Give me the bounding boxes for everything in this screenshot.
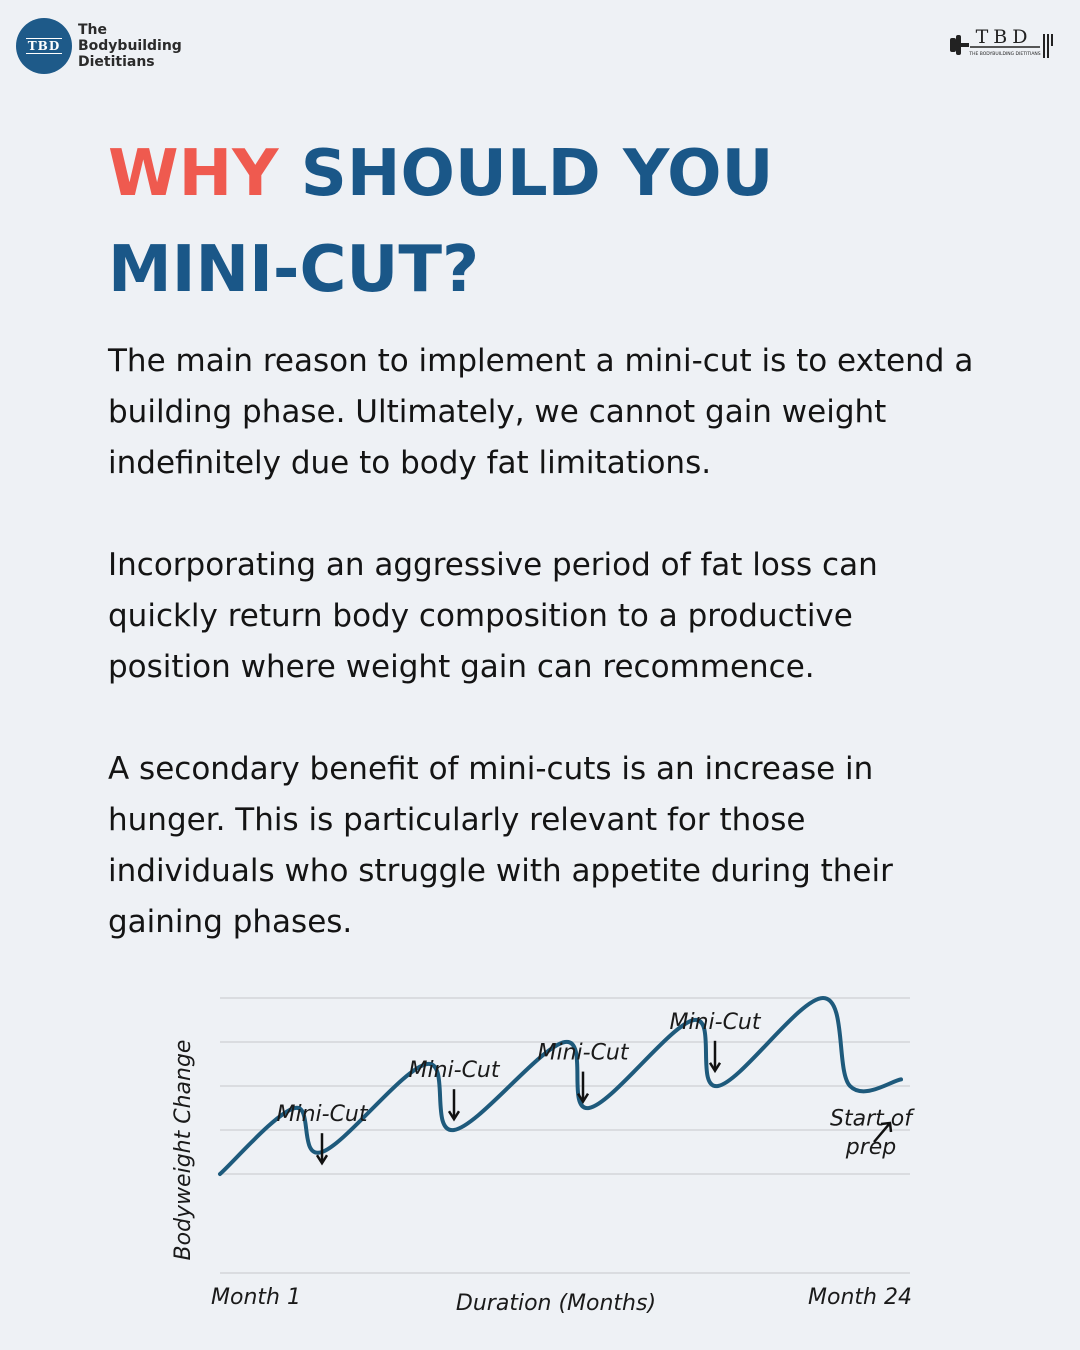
brand-badge-text: TBD <box>25 38 63 54</box>
title-line2: MINI-CUT? <box>108 233 480 307</box>
brand-badge-icon: TBD <box>16 18 72 74</box>
down-arrow-icon <box>447 1089 461 1122</box>
x-axis-label: Duration (Months) <box>456 1291 656 1316</box>
brand-name: The Bodybuilding Dietitians <box>78 22 182 70</box>
brand-name-line: Dietitians <box>78 54 155 70</box>
page-title: WHY SHOULD YOU MINI-CUT? <box>108 126 1008 318</box>
title-accent: WHY <box>108 137 279 211</box>
down-arrow-icon <box>315 1133 329 1166</box>
title-line1: SHOULD YOU <box>300 137 774 211</box>
x-tick-label-start: Month 1 <box>211 1285 301 1310</box>
body-text: The main reason to implement a mini-cut … <box>108 336 978 999</box>
brand-logo-right: TBD THE BODYBUILDING DIETITIANS <box>950 26 1053 58</box>
down-arrow-icon <box>708 1040 722 1074</box>
brand-logo-left: TBD The Bodybuilding Dietitians <box>16 18 182 74</box>
y-axis-label: Bodyweight Change <box>171 1040 196 1261</box>
annotation-label: Mini-Cut <box>276 1102 368 1127</box>
annotation-label: Mini-Cut <box>408 1058 500 1083</box>
paragraph: A secondary benefit of mini-cuts is an i… <box>108 751 893 940</box>
annotation-label: prep <box>845 1135 897 1160</box>
brand-name-line: Bodybuilding <box>78 38 182 54</box>
annotation-label: Mini-Cut <box>669 1010 761 1035</box>
annotation-label: Start of <box>830 1107 915 1132</box>
x-tick-label-end: Month 24 <box>808 1285 912 1310</box>
chart-annotations: Mini-Cut Mini-Cut Mini-Cut Mini-Cut Start of… <box>276 1010 915 1160</box>
chart-arrows <box>315 1040 893 1166</box>
bodyweight-chart: Mini-Cut Mini-Cut Mini-Cut Mini-Cut Start of… <box>171 996 915 1316</box>
paragraph: The main reason to implement a mini-cut … <box>108 343 974 481</box>
annotation-label: Mini-Cut <box>537 1041 629 1066</box>
brand-right-text: TBD <box>976 26 1033 48</box>
up-right-arrow-icon <box>873 1121 893 1143</box>
chart-gridlines <box>220 997 910 1274</box>
brand-right-subtext: THE BODYBUILDING DIETITIANS <box>968 51 1040 57</box>
brand-name-line: The <box>78 22 108 38</box>
paragraph: Incorporating an aggressive period of fa… <box>108 547 878 685</box>
down-arrow-icon <box>576 1071 590 1104</box>
